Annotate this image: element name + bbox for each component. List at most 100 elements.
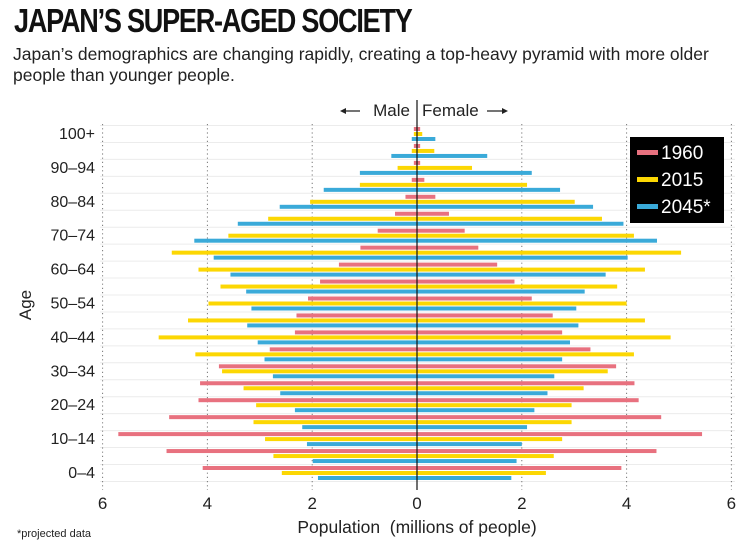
- bar-female-1960-90–94: [417, 160, 421, 165]
- bar-female-2045-75–79: [417, 221, 624, 226]
- bar-female-2015-10–14: [417, 437, 563, 442]
- y-tick-label: 50–54: [51, 296, 96, 313]
- x-tick-label: 4: [622, 494, 631, 513]
- bar-female-2015-5–9: [417, 454, 554, 459]
- bar-female-2015-75–79: [417, 216, 602, 221]
- bar-male-1960-60–64: [338, 262, 417, 267]
- bar-male-2045-70–74: [194, 238, 417, 243]
- legend-label-1960: 1960: [661, 143, 703, 164]
- bar-male-2015-25–29: [243, 386, 417, 391]
- bar-female-2015-100+: [417, 132, 423, 136]
- bar-male-1960-85–89: [411, 177, 417, 182]
- bar-female-1960-5–9: [417, 449, 657, 454]
- bar-male-1960-40–44: [294, 330, 417, 335]
- bar-female-2015-25–29: [417, 386, 584, 391]
- x-tick-label: 0: [412, 494, 421, 513]
- bar-male-2045-0–4: [317, 476, 417, 480]
- bar-female-2045-45–49: [417, 323, 579, 328]
- bar-female-2045-0–4: [417, 476, 512, 480]
- bar-male-2015-40–44: [158, 335, 417, 340]
- bar-female-1960-85–89: [417, 177, 425, 182]
- bar-female-2045-20–24: [417, 408, 535, 413]
- y-tick-label: 10–14: [51, 431, 96, 448]
- bar-female-2045-25–29: [417, 391, 548, 396]
- bar-male-2045-20–24: [294, 408, 417, 413]
- y-tick-label: 30–34: [51, 363, 96, 380]
- bar-male-2045-45–49: [247, 323, 417, 328]
- bar-male-2015-55–59: [220, 284, 417, 289]
- bar-female-1960-40–44: [417, 330, 563, 335]
- bar-male-1960-95–99: [413, 143, 417, 148]
- x-tick-label: 4: [203, 494, 212, 513]
- bar-male-1960-65–69: [360, 245, 417, 250]
- bar-female-1960-55–59: [417, 279, 515, 284]
- bar-male-2045-65–69: [213, 255, 417, 260]
- bar-female-2045-5–9: [417, 459, 517, 464]
- x-tick-label: 2: [517, 494, 526, 513]
- bar-female-1960-60–64: [417, 262, 498, 267]
- bar-male-2045-95–99: [391, 153, 417, 158]
- bar-male-1960-75–79: [394, 211, 417, 216]
- bar-male-2045-15–19: [302, 425, 417, 430]
- bar-male-2015-70–74: [228, 233, 417, 238]
- bar-female-2015-80–84: [417, 199, 575, 204]
- bar-female-2045-15–19: [417, 425, 528, 430]
- y-tick-label: 0–4: [68, 465, 95, 482]
- bar-male-2015-0–4: [281, 471, 417, 475]
- bar-male-1960-0–4: [202, 466, 417, 470]
- right-arrow-icon: [487, 108, 508, 114]
- y-tick-label: 60–64: [51, 262, 96, 279]
- y-tick-label: 70–74: [51, 228, 96, 245]
- bar-female-1960-100+: [417, 127, 421, 131]
- bar-male-1960-55–59: [320, 279, 417, 284]
- bar-male-1960-80–84: [405, 194, 417, 199]
- bar-female-1960-10–14: [417, 432, 703, 437]
- bar-female-2045-10–14: [417, 442, 522, 447]
- bar-female-2045-50–54: [417, 306, 577, 311]
- bar-female-2045-85–89: [417, 187, 561, 192]
- y-tick-label: 40–44: [51, 329, 96, 346]
- bar-female-1960-25–29: [417, 381, 635, 386]
- bar-male-1960-100+: [413, 127, 417, 131]
- bar-female-2045-80–84: [417, 204, 594, 209]
- bar-male-2045-30–34: [272, 374, 417, 379]
- bar-male-2015-30–34: [222, 369, 417, 374]
- bar-male-2015-5–9: [273, 454, 417, 459]
- bar-female-1960-35–39: [417, 347, 591, 352]
- bar-female-1960-70–74: [417, 228, 465, 233]
- bar-female-1960-80–84: [417, 194, 436, 199]
- bar-female-1960-0–4: [417, 466, 622, 470]
- bar-female-2015-35–39: [417, 352, 634, 357]
- bar-female-2015-30–34: [417, 369, 608, 374]
- x-axis-label: Population (millions of people): [297, 517, 536, 537]
- bar-female-2045-55–59: [417, 289, 585, 294]
- bar-female-2045-100+: [417, 137, 436, 141]
- bar-male-2015-85–89: [359, 182, 417, 187]
- bar-male-2045-35–39: [264, 357, 417, 362]
- bar-female-2015-15–19: [417, 420, 572, 425]
- bar-female-1960-15–19: [417, 415, 662, 420]
- bar-female-1960-20–24: [417, 398, 639, 403]
- y-tick-label: 90–94: [51, 160, 96, 177]
- y-tick-label: 100+: [59, 126, 95, 143]
- bar-male-2015-100+: [413, 132, 417, 136]
- bar-male-1960-70–74: [377, 228, 417, 233]
- y-tick-label: 20–24: [51, 397, 96, 414]
- bar-male-1960-50–54: [308, 296, 417, 301]
- y-tick-label: 80–84: [51, 194, 96, 211]
- bar-male-2015-95–99: [411, 148, 417, 153]
- bar-male-2015-90–94: [397, 165, 417, 170]
- bar-male-2015-15–19: [253, 420, 417, 425]
- bar-female-2045-65–69: [417, 255, 628, 260]
- legend-swatch-2015: [637, 177, 658, 182]
- bar-male-2015-10–14: [265, 437, 417, 442]
- bar-male-2015-75–79: [268, 216, 417, 221]
- bar-female-2015-20–24: [417, 403, 572, 408]
- bar-male-1960-15–19: [169, 415, 417, 420]
- bar-male-1960-90–94: [413, 160, 417, 165]
- bar-female-2045-60–64: [417, 272, 606, 277]
- male-label: Male: [373, 101, 410, 120]
- bar-female-1960-30–34: [417, 364, 617, 369]
